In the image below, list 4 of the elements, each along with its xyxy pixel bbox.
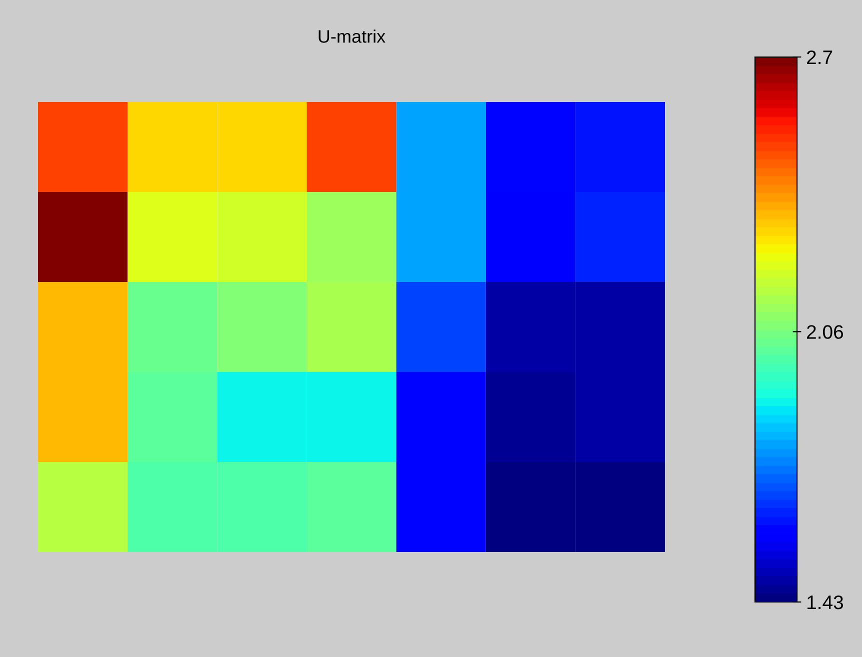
- color-bar-label: 2.7: [807, 50, 832, 64]
- chart-title: U-matrix: [318, 30, 386, 43]
- color-bar-label: 2.06: [807, 325, 844, 339]
- color-bar-label: 1.43: [808, 595, 844, 610]
